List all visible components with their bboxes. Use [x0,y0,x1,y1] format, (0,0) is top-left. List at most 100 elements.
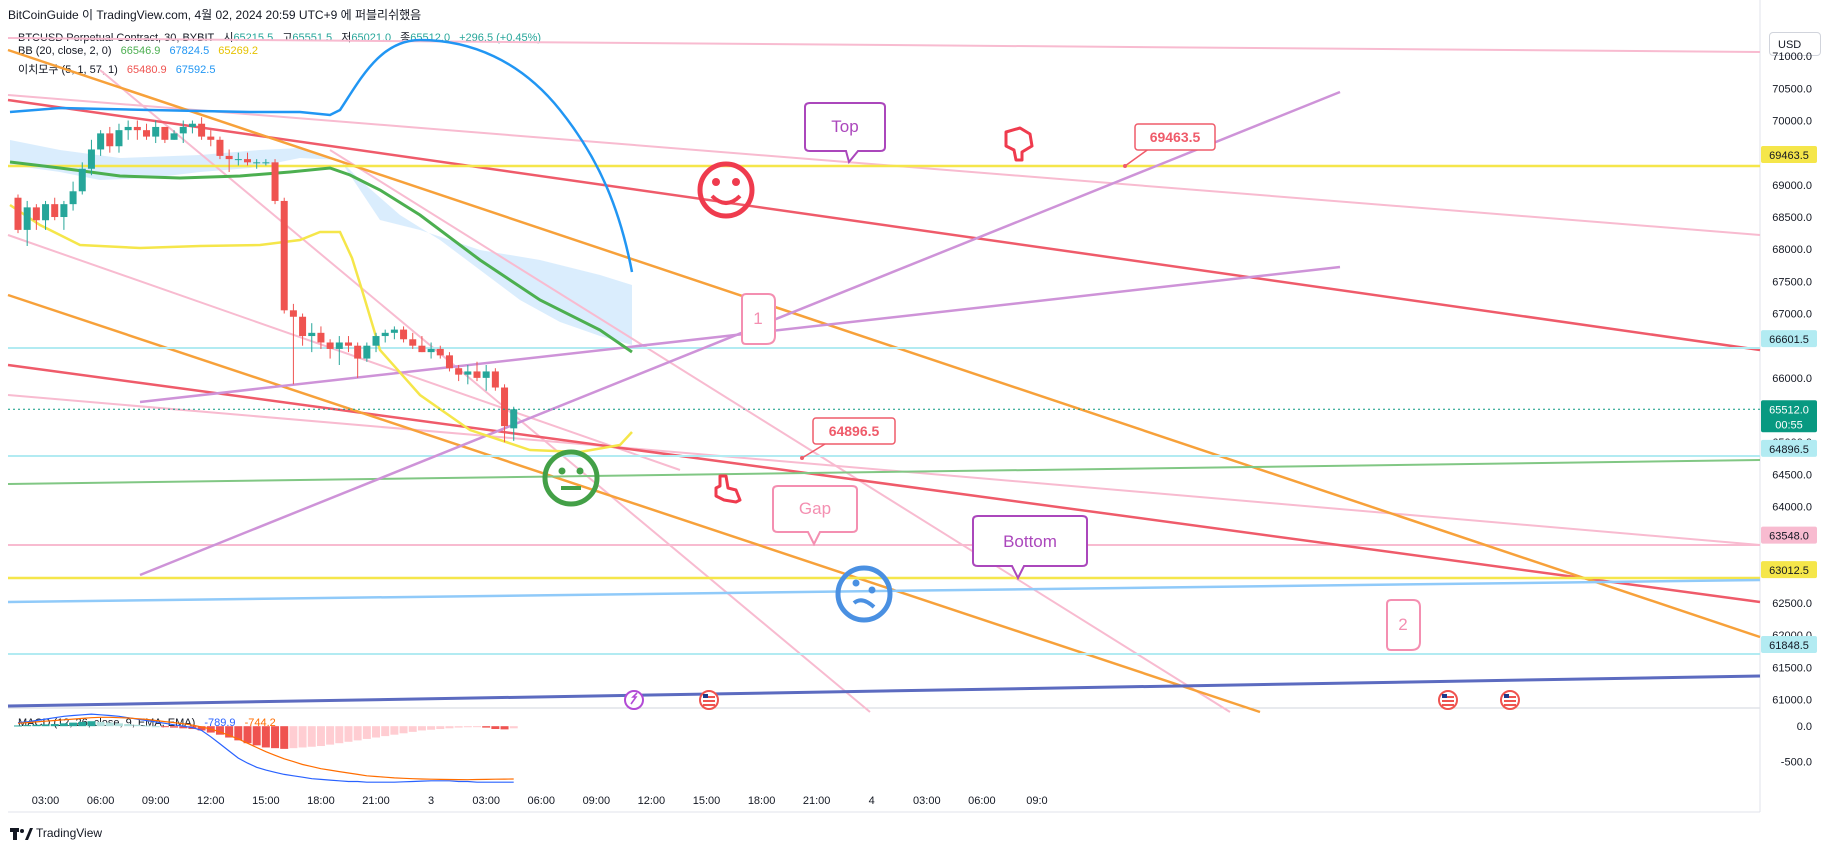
candle-body[interactable] [409,339,417,346]
bb-lower-line[interactable] [9,203,633,454]
candle-body[interactable] [473,371,481,378]
candle-body[interactable] [464,371,472,375]
us-flag-event-icon[interactable] [1500,690,1520,710]
candle-body[interactable] [510,409,518,429]
candle-body[interactable] [445,355,453,369]
pink-trendline-steep-3[interactable] [329,149,1231,713]
candle-body[interactable] [400,329,408,340]
candle-body[interactable] [390,329,398,333]
candle-body[interactable] [418,345,426,353]
pointing-hand-up-icon[interactable] [714,474,742,504]
candle-body[interactable] [262,162,270,164]
candle-body[interactable] [42,204,50,221]
candle-body[interactable] [354,345,362,359]
candle-body[interactable] [317,332,325,343]
pink-trendline-steep-2[interactable] [7,234,681,471]
candle-body[interactable] [124,126,132,131]
legend-ichimoku-row[interactable]: 이치모쿠 (5, 1, 57, 1) 65480.9 67592.5 [18,61,221,77]
candle-body[interactable] [152,126,160,137]
candle-body[interactable] [60,204,68,218]
candle-body[interactable] [143,130,151,137]
event-marker-dividend-icon[interactable] [624,690,644,710]
candle-body[interactable] [170,133,178,140]
candle-body[interactable] [363,345,371,359]
callout-wave-1[interactable]: 1 [741,293,776,345]
pink-trendline-top[interactable] [7,37,1761,53]
candle-body[interactable] [289,310,297,317]
candle-body[interactable] [501,387,509,427]
candle-body[interactable] [87,149,95,169]
confused-face-icon[interactable] [835,565,893,623]
pink-trendline-lower[interactable] [7,394,1761,546]
candle-body[interactable] [179,126,187,134]
currency-button[interactable]: USD [1769,32,1821,56]
candle-body[interactable] [344,342,352,346]
candle-body[interactable] [335,342,343,349]
candle-body[interactable] [216,139,224,156]
candle-body[interactable] [188,123,196,127]
candle-body[interactable] [482,371,490,378]
candle-body[interactable] [207,136,215,140]
red-trendline-lower[interactable] [7,363,1761,604]
candle-body[interactable] [308,332,316,337]
us-flag-event-icon[interactable] [1438,690,1458,710]
candles[interactable] [14,117,518,443]
bb-upper-line[interactable] [9,38,634,273]
smile-face-icon[interactable] [697,161,755,219]
candle-body[interactable] [381,332,389,337]
candle-body[interactable] [436,348,444,356]
macd-line[interactable] [17,713,514,783]
candle-body[interactable] [225,155,233,160]
candle-body[interactable] [271,162,279,201]
candle-body[interactable] [78,168,86,192]
candle-body[interactable] [244,159,251,163]
candle-body[interactable] [280,200,288,311]
callout-wave-2[interactable]: 2 [1386,599,1421,651]
bb-basis-line[interactable] [9,160,633,354]
neutral-face-icon[interactable] [542,449,600,507]
candle-body[interactable] [14,197,22,230]
macd-signal-line[interactable] [17,716,514,781]
candle-body[interactable] [372,336,380,346]
lightblue-trendline[interactable] [7,578,1761,604]
legend-bb-row[interactable]: BB (20, close, 2, 0) 66546.9 67824.5 652… [18,45,264,57]
pointing-hand-down-icon[interactable] [1004,126,1034,162]
candle-body[interactable] [326,342,334,349]
candle-body[interactable] [253,162,261,164]
macd-axis[interactable]: 0.0 -500.0 [1781,721,1812,768]
candle-body[interactable] [133,126,141,131]
price-note-64896[interactable]: 64896.5 [800,417,896,460]
candle-body[interactable] [97,133,105,150]
time-tick-label: 06:00 [527,795,555,807]
orange-trendline-upper[interactable] [7,48,1761,639]
green-trendline[interactable] [7,459,1761,485]
candle-body[interactable] [115,130,123,147]
candle-body[interactable] [69,191,77,205]
red-trendline-upper[interactable] [7,98,1761,352]
purple-channel-upper[interactable] [139,265,1341,404]
time-axis[interactable]: 03:00 06:00 09:00 12:00 15:00 18:00 21:00 3 03:0… [32,795,1048,807]
candle-body[interactable] [106,133,114,147]
navy-trendline[interactable] [7,674,1761,708]
macd-histogram[interactable] [14,721,518,749]
candle-body[interactable] [161,126,169,140]
callout-gap[interactable]: Gap [772,485,858,547]
candle-body[interactable] [299,316,307,337]
candle-body[interactable] [32,207,40,221]
candle-body[interactable] [455,368,463,375]
legend-low-label: 저 [341,32,352,44]
time-tick-label: 09:00 [583,795,611,807]
candle-body[interactable] [427,348,435,353]
callout-top[interactable]: Top [804,102,886,165]
candle-body[interactable] [491,371,499,388]
candle-body[interactable] [234,159,242,161]
us-flag-event-icon[interactable] [699,690,719,710]
candle-body[interactable] [51,204,59,218]
candle-body[interactable] [23,207,31,230]
candle-body[interactable] [198,123,206,137]
price-note-69463[interactable]: 69463.5 [1123,123,1216,168]
orange-trendline-lower[interactable] [7,293,1261,714]
callout-bottom[interactable]: Bottom [972,515,1088,581]
footer-brand[interactable]: TradingView [36,826,103,840]
